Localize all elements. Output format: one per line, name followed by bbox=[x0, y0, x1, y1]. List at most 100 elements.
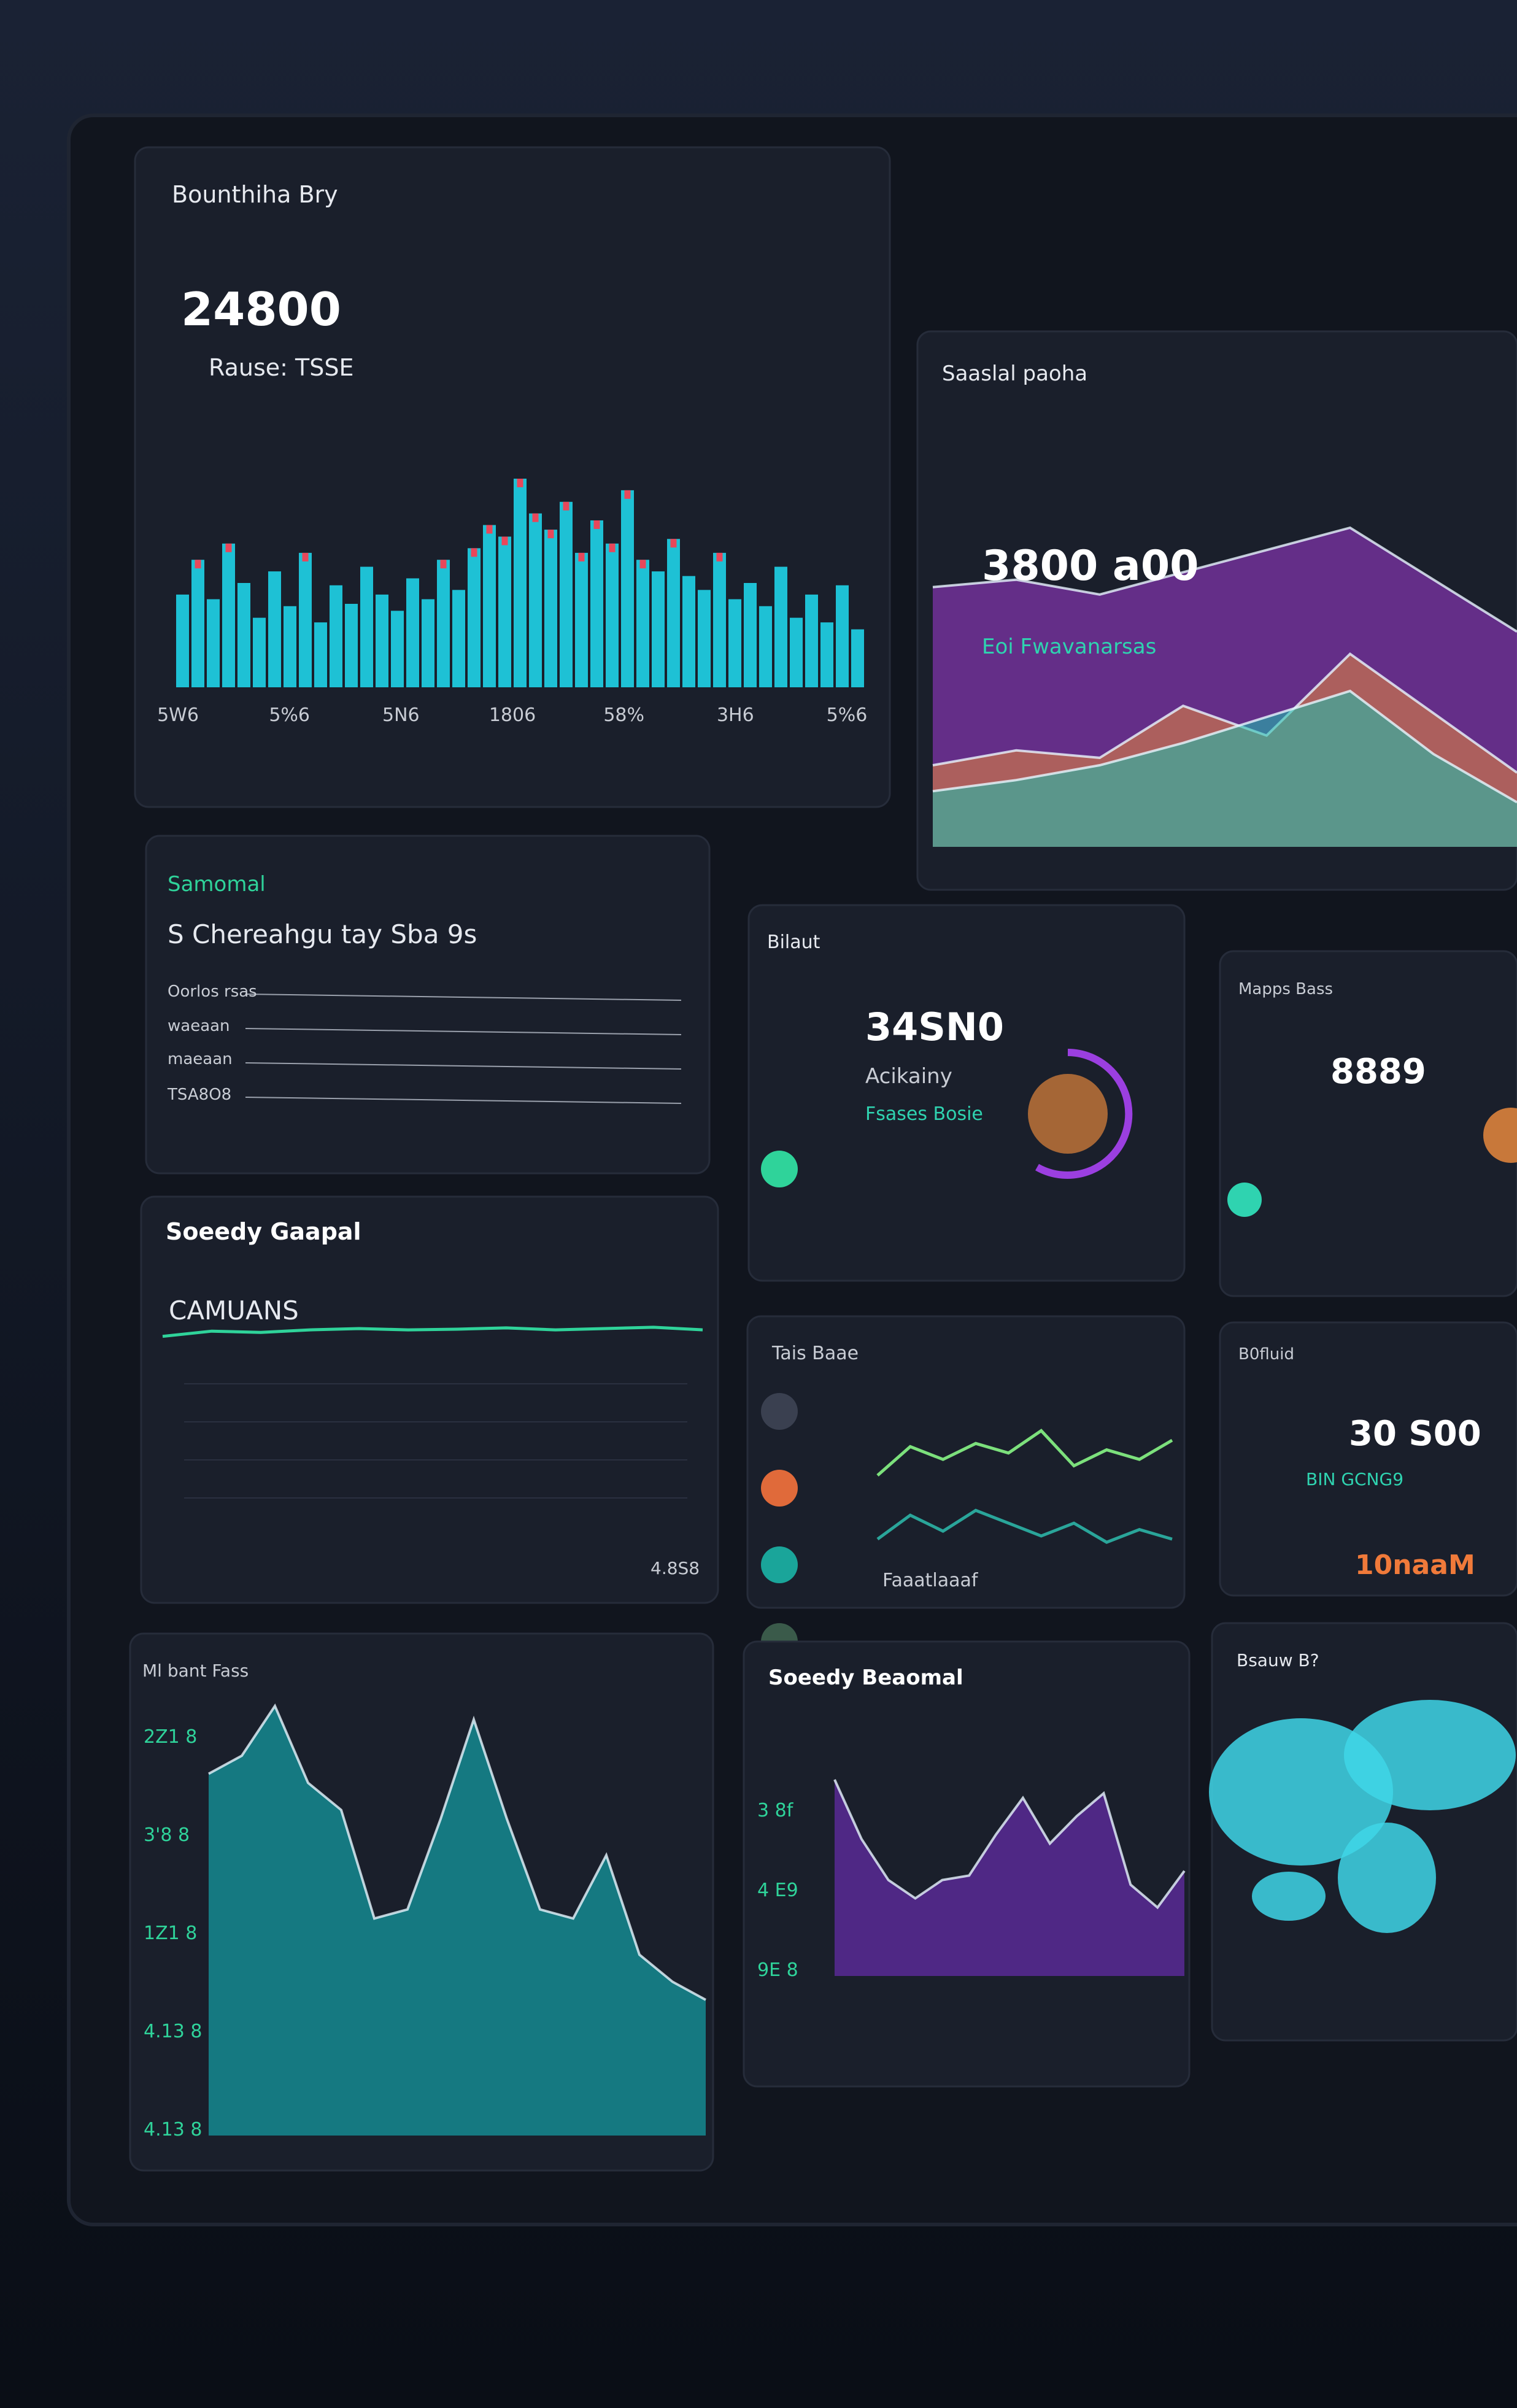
panel-title: Soeedy Gaapal bbox=[166, 1218, 361, 1245]
bar bbox=[529, 513, 542, 687]
panel bbox=[140, 1195, 719, 1604]
bar bbox=[468, 548, 481, 687]
panel-title: Bounthiha Bry bbox=[172, 181, 338, 208]
panel-title: Mapps Bass bbox=[1238, 980, 1333, 998]
bar bbox=[360, 566, 373, 687]
line-line bbox=[162, 1326, 703, 1338]
bar bbox=[452, 590, 465, 687]
panel-title: Soeedy Beaomal bbox=[768, 1665, 963, 1690]
bar bbox=[345, 604, 358, 687]
panel bbox=[1219, 1321, 1517, 1597]
bar bbox=[237, 583, 250, 687]
panel-text: Fsases Bosie bbox=[865, 1103, 983, 1125]
status-dot bbox=[761, 1151, 798, 1187]
panel-text: 30 S00 bbox=[1349, 1414, 1481, 1454]
bar bbox=[191, 560, 204, 687]
x-tick-label: 5N6 bbox=[382, 704, 420, 726]
bar bbox=[606, 543, 619, 687]
bar-cap bbox=[639, 560, 646, 569]
bar bbox=[682, 576, 695, 687]
y-tick-label: 4.13 8 bbox=[144, 2119, 202, 2140]
panel-text: waeaan bbox=[168, 1017, 230, 1035]
bar-cap bbox=[547, 530, 554, 539]
panel bbox=[145, 835, 711, 1175]
line-line bbox=[876, 1429, 1173, 1477]
gauge-ring bbox=[1035, 1049, 1133, 1179]
bar-cap bbox=[471, 548, 477, 557]
row-line bbox=[245, 994, 682, 1001]
bar bbox=[698, 590, 711, 687]
bar bbox=[759, 606, 772, 687]
map-land bbox=[1344, 1700, 1516, 1810]
x-tick-label: 1806 bbox=[489, 704, 536, 726]
bar bbox=[422, 599, 434, 687]
bar-cap bbox=[302, 552, 309, 561]
bar bbox=[253, 617, 266, 687]
bar-cap bbox=[195, 560, 201, 569]
bar bbox=[314, 622, 327, 687]
panel-text: 4.8S8 bbox=[650, 1558, 700, 1578]
icon bbox=[761, 1470, 798, 1507]
panel-text: S Chereahgu tay Sba 9s bbox=[168, 919, 477, 949]
bar bbox=[621, 490, 634, 687]
map-land bbox=[1338, 1823, 1436, 1933]
bar-cap bbox=[517, 479, 523, 487]
bar bbox=[544, 530, 557, 687]
y-tick-label: 4.13 8 bbox=[144, 2021, 202, 2042]
bar-cap bbox=[609, 543, 616, 552]
bar bbox=[836, 585, 849, 687]
panel-text: 8889 bbox=[1330, 1052, 1426, 1092]
panel-title: Saaslal paoha bbox=[942, 361, 1087, 386]
panel bbox=[747, 904, 1186, 1282]
bar bbox=[437, 560, 450, 687]
row-line bbox=[245, 1062, 682, 1070]
panel-text: 10naaM bbox=[1355, 1549, 1475, 1581]
bar-cap bbox=[716, 552, 723, 561]
bar bbox=[514, 479, 527, 687]
bar bbox=[575, 552, 588, 687]
area-line bbox=[833, 1779, 1186, 1910]
bar-cap bbox=[624, 490, 631, 499]
area-line bbox=[932, 652, 1517, 774]
bar bbox=[391, 611, 404, 687]
bar bbox=[330, 585, 342, 687]
panel-text: maeaan bbox=[168, 1050, 233, 1068]
y-tick-label: 3'8 8 bbox=[144, 1824, 190, 1846]
bar-cap bbox=[670, 539, 677, 548]
panel-title: Samomal bbox=[168, 872, 266, 897]
area-line bbox=[208, 1703, 706, 2001]
panel-title: Ml bant Fass bbox=[142, 1661, 249, 1681]
bar-cap bbox=[225, 543, 232, 552]
bar bbox=[406, 578, 419, 687]
bar-cap bbox=[563, 501, 569, 511]
x-tick-label: 5%6 bbox=[827, 704, 868, 726]
panel bbox=[746, 1315, 1186, 1609]
panel-text: Eoi Fwavanarsas bbox=[982, 635, 1156, 659]
panel-text: Rause: TSSE bbox=[209, 354, 353, 381]
bar bbox=[790, 617, 803, 687]
y-tick-label: 4 E9 bbox=[757, 1880, 798, 1901]
bar bbox=[498, 536, 511, 687]
bar bbox=[652, 571, 665, 687]
bar bbox=[268, 571, 281, 687]
bar bbox=[667, 539, 680, 687]
y-tick-label: 1Z1 8 bbox=[144, 1923, 197, 1944]
bar-cap bbox=[501, 536, 508, 546]
bar bbox=[222, 543, 235, 687]
bar bbox=[728, 599, 741, 687]
bar-cap bbox=[578, 552, 585, 561]
bar bbox=[560, 501, 573, 687]
panel-text: TSA8O8 bbox=[167, 1086, 231, 1104]
area-fill bbox=[933, 691, 1517, 847]
area-line bbox=[932, 689, 1517, 804]
bar bbox=[851, 629, 864, 687]
gauge-orb bbox=[1483, 1108, 1517, 1163]
panel-title: Tais Baae bbox=[771, 1343, 859, 1364]
y-tick-label: 9E 8 bbox=[757, 1959, 798, 1981]
icon bbox=[761, 1546, 798, 1583]
status-dot bbox=[1227, 1183, 1262, 1217]
x-tick-label: 5W6 bbox=[157, 704, 199, 726]
gauge-orb bbox=[1028, 1074, 1108, 1154]
bar-cap bbox=[593, 520, 600, 529]
